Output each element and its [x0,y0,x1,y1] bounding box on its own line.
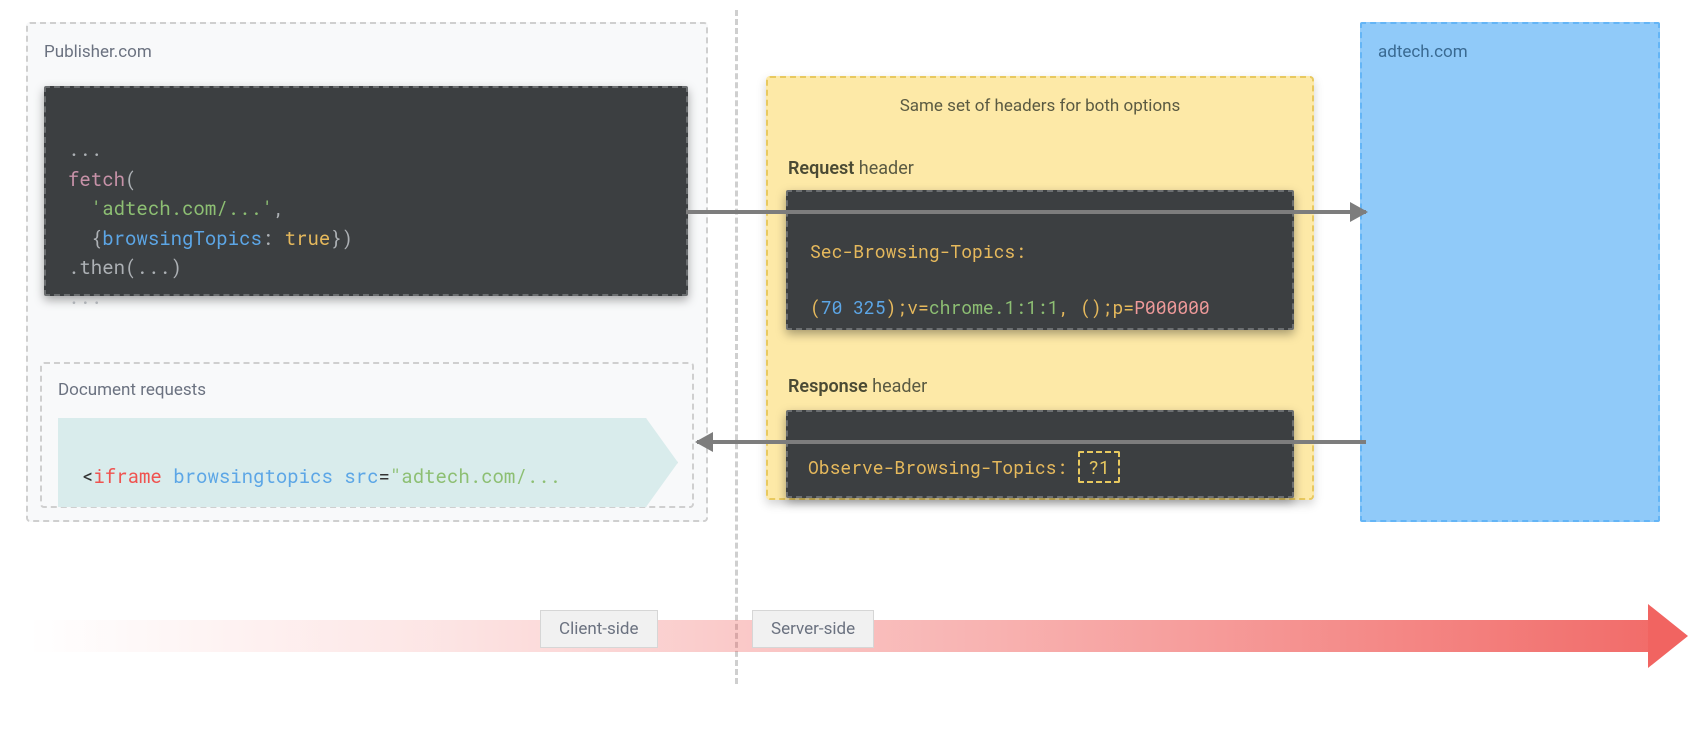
adtech-panel [1360,22,1660,522]
req-name: Sec-Browsing-Topics: [810,239,1026,263]
headers-title: Same set of headers for both options [766,96,1314,116]
request-arrow [686,210,1366,214]
adtech-label: adtech.com [1378,42,1468,62]
ifr-attr1: browsingtopics [173,464,333,489]
flow-gradient-head-icon [1648,604,1688,668]
code-then-arg: ... [136,255,170,280]
ifr-attr2: src [344,464,378,489]
iframe-code-block: <iframe browsingtopics src="adtech.com/.… [58,418,678,507]
req-open: ( [810,295,821,319]
ifr-tag: iframe [93,464,161,489]
diagram-canvas: { "layout": { "canvas_w": 1692, "canvas_… [0,0,1692,734]
code-lb: { [91,226,102,251]
req-n1: 70 [821,295,843,319]
code-suffix: ... [68,285,102,310]
resp-name: Observe-Browsing-Topics: [808,455,1067,479]
req-mid: , ();p= [1058,295,1134,319]
publisher-label: Publisher.com [44,42,152,62]
req-pval: P000000 [1134,295,1210,319]
ifr-lt: < [82,464,93,489]
response-header-label: Response header [788,376,927,397]
arrowhead-right-icon [1350,202,1368,222]
ifr-val: "adtech.com/... [390,464,561,489]
code-then: .then( [68,255,136,280]
code-then-close: ) [171,255,182,280]
req-impl: chrome.1:1:1 [929,295,1059,319]
documents-label: Document requests [58,380,206,400]
code-url: 'adtech.com/...' [91,196,273,221]
code-opt-key: browsingTopics [102,226,262,251]
resp-value: ?1 [1078,451,1120,483]
code-fetch-kw: fetch [68,167,125,192]
code-rb: }) [330,226,353,251]
code-prefix: ... [68,137,102,162]
client-side-pill: Client-side [540,610,658,648]
code-opt-sep: : [262,226,285,251]
code-opt-val: true [285,226,331,251]
req-closeseg: );v= [886,295,929,319]
request-header-label: Request header [788,158,914,179]
fetch-code-block: ... fetch( 'adtech.com/...', {browsingTo… [44,86,688,296]
req-n2: 325 [853,295,885,319]
response-arrow [697,440,1366,444]
server-side-pill: Server-side [752,610,874,648]
client-server-divider [735,10,738,684]
response-header-block: Observe-Browsing-Topics: ?1 [786,410,1294,498]
ifr-eq: = [379,464,390,489]
arrowhead-left-icon [695,432,713,452]
